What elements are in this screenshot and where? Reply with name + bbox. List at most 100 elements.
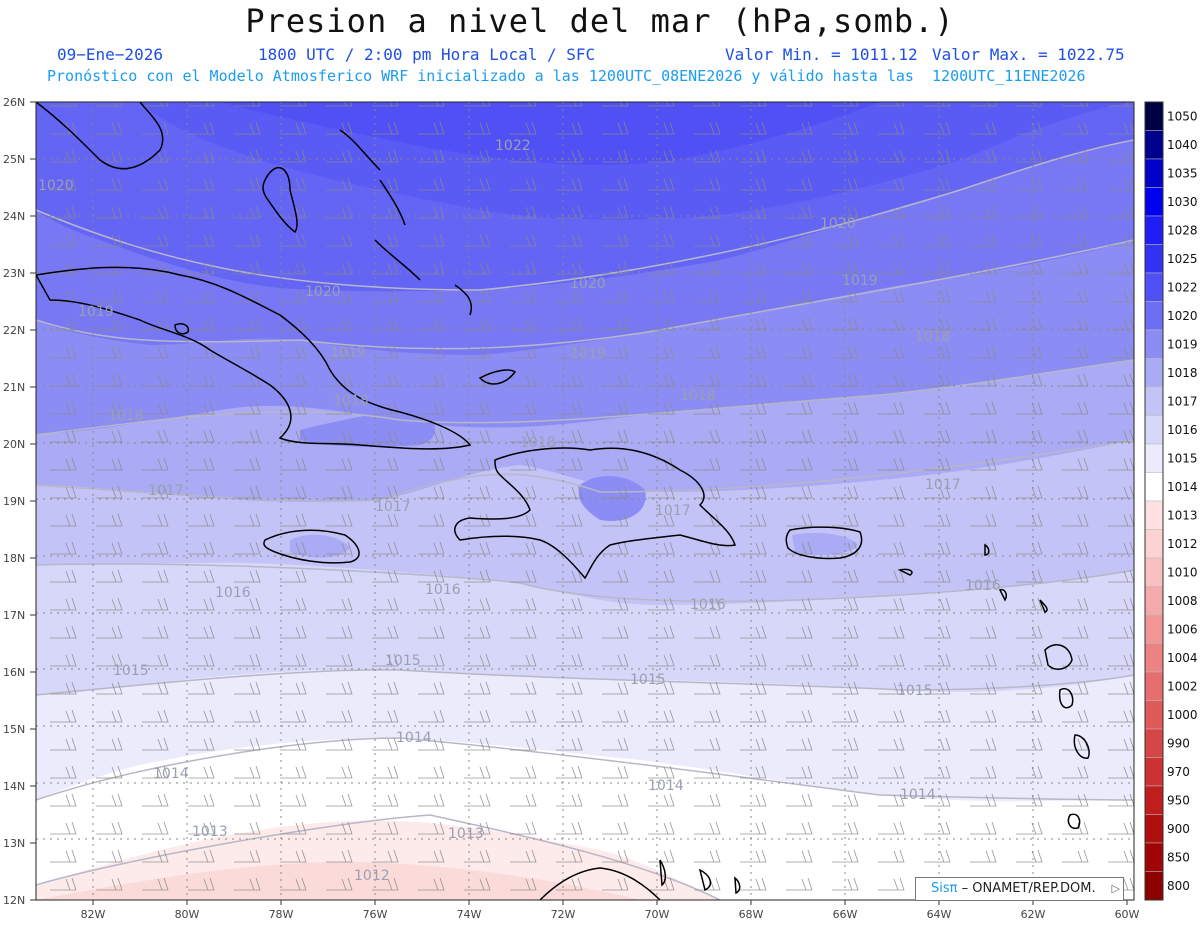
colorbar-cell — [1144, 529, 1164, 559]
credit-org-label: – ONAMET/REP.DOM. — [961, 881, 1096, 896]
credit-box: Sisπ – ONAMET/REP.DOM. ▷ — [915, 877, 1124, 901]
hispaniola-coastline — [454, 447, 736, 580]
south-america-coastline — [539, 867, 661, 900]
colorbar-cell — [1144, 443, 1164, 473]
isobar-label: 1018 — [520, 435, 556, 451]
lon-label: 80W — [175, 908, 200, 921]
colorbar-cell — [1144, 814, 1164, 844]
isobar-label: 1014 — [648, 778, 684, 794]
isobar-label: 1015 — [897, 683, 933, 699]
colorbar-cell — [1144, 871, 1164, 901]
colorbar-label: 1050 — [1167, 109, 1198, 123]
lat-label: 19N — [3, 495, 25, 508]
colorbar-cell — [1144, 272, 1164, 302]
bahamas-andros-coastline — [262, 167, 298, 234]
colorbar-label: 1035 — [1167, 166, 1198, 180]
colorbar-label: 800 — [1167, 879, 1190, 893]
lat-label: 18N — [3, 552, 25, 565]
lat-label: 22N — [3, 324, 25, 337]
longitude-axis: 82W 80W 78W 76W 74W 72W 70W 68W 66W 64W 62W 60W — [81, 900, 1140, 921]
jamaica-coastline — [263, 529, 360, 564]
colorbar-label: 1010 — [1167, 565, 1198, 579]
isobar-label: 1014 — [153, 766, 189, 782]
colorbar-label: 1000 — [1167, 708, 1198, 722]
lon-label: 64W — [927, 908, 952, 921]
colorbar-cell — [1144, 158, 1164, 188]
lat-label: 25N — [3, 153, 25, 166]
colorbar-label: 1025 — [1167, 252, 1198, 266]
colorbar-cell — [1144, 785, 1164, 815]
colorbar: 1050 1040 1035 1030 1028 1025 1022 1020 1019 1018… — [1144, 101, 1198, 901]
isobar-label: 1022 — [495, 138, 531, 154]
lon-label: 76W — [363, 908, 388, 921]
latitude-axis: 26N 25N 24N 23N 22N 21N 20N 19N 18N 17N 16N 15N 14N 1… — [3, 96, 36, 907]
isobar-label: 1020 — [38, 178, 74, 194]
lon-label: 82W — [81, 908, 106, 921]
isobar-label: 1016 — [425, 582, 461, 598]
isobar-label: 1017 — [925, 477, 961, 493]
colorbar-label: 950 — [1167, 793, 1190, 807]
isobar-label: 1017 — [148, 483, 184, 499]
lon-label: 62W — [1021, 908, 1046, 921]
colorbar-cell — [1144, 215, 1164, 245]
lon-label: 72W — [551, 908, 576, 921]
cuba-coastline — [36, 266, 472, 450]
colorbar-cell — [1144, 244, 1164, 274]
isobar-label: 1014 — [900, 787, 936, 803]
isobar-label: 1019 — [78, 304, 114, 320]
lesser-antilles-coastline — [998, 588, 1090, 830]
colorbar-label: 1006 — [1167, 622, 1198, 636]
min-value-label: Valor Min. = 1011.12 — [725, 45, 918, 64]
forecast-info-label: Pronóstico con el Modelo Atmosferico WRF… — [47, 67, 1086, 85]
colorbar-cell — [1144, 557, 1164, 587]
isobar-label: 1018 — [108, 408, 144, 424]
pressure-field: 1022 1020 1020 1020 1020 1019 1019 1019 1019 1018… — [36, 102, 1134, 900]
colorbar-cell — [1144, 614, 1164, 644]
colorbar-cell — [1144, 358, 1164, 388]
time-label: 1800 UTC / 2:00 pm Hora Local / SFC — [258, 45, 596, 64]
isobar-label: 1015 — [113, 663, 149, 679]
lat-label: 20N — [3, 438, 25, 451]
colorbar-label: 1030 — [1167, 195, 1198, 209]
colorbar-label: 900 — [1167, 822, 1190, 836]
isobar-label: 1017 — [375, 499, 411, 515]
isobar-label: 1019 — [570, 346, 606, 362]
colorbar-cell — [1144, 386, 1164, 416]
isobar-label: 1012 — [354, 868, 390, 884]
isobar-label: 1013 — [192, 824, 228, 840]
colorbar-cell — [1144, 130, 1164, 160]
colorbar-cell — [1144, 586, 1164, 616]
lat-label: 21N — [3, 381, 25, 394]
colorbar-label: 1022 — [1167, 280, 1198, 294]
lon-label: 68W — [739, 908, 764, 921]
lat-label: 16N — [3, 666, 25, 679]
isobar-label: 1016 — [965, 578, 1001, 594]
puerto-rico-coastline — [785, 526, 863, 560]
lon-label: 66W — [833, 908, 858, 921]
isobar-label: 1020 — [305, 284, 341, 300]
isla-juventud-coastline — [174, 323, 190, 335]
colorbar-label: 1015 — [1167, 451, 1198, 465]
colorbar-label: 1004 — [1167, 651, 1198, 665]
isobar-labels: 1022 1020 1020 1020 1020 1019 1019 1019 1019 1018… — [38, 138, 1001, 884]
colorbar-label: 1014 — [1167, 480, 1198, 494]
isobar-label: 1017 — [655, 503, 691, 519]
bahamas-islands-coastline — [339, 129, 517, 385]
colorbar-cell — [1144, 728, 1164, 758]
sis-logo-text: Sisπ — [931, 881, 958, 896]
play-icon: ▷ — [1111, 882, 1120, 895]
lat-label: 24N — [3, 210, 25, 223]
colorbar-label: 1017 — [1167, 394, 1198, 408]
colorbar-cell — [1144, 101, 1164, 131]
lat-label: 23N — [3, 267, 25, 280]
colorbar-label: 1020 — [1167, 309, 1198, 323]
colorbar-cell — [1144, 500, 1164, 530]
isobar-label: 1015 — [630, 672, 666, 688]
colorbar-label: 1018 — [1167, 366, 1198, 380]
colorbar-cell — [1144, 301, 1164, 331]
islands-misc-coastline — [659, 543, 990, 895]
isobar-label: 1014 — [396, 730, 432, 746]
grid-lines — [36, 102, 1134, 900]
isobar-label: 1020 — [570, 276, 606, 292]
